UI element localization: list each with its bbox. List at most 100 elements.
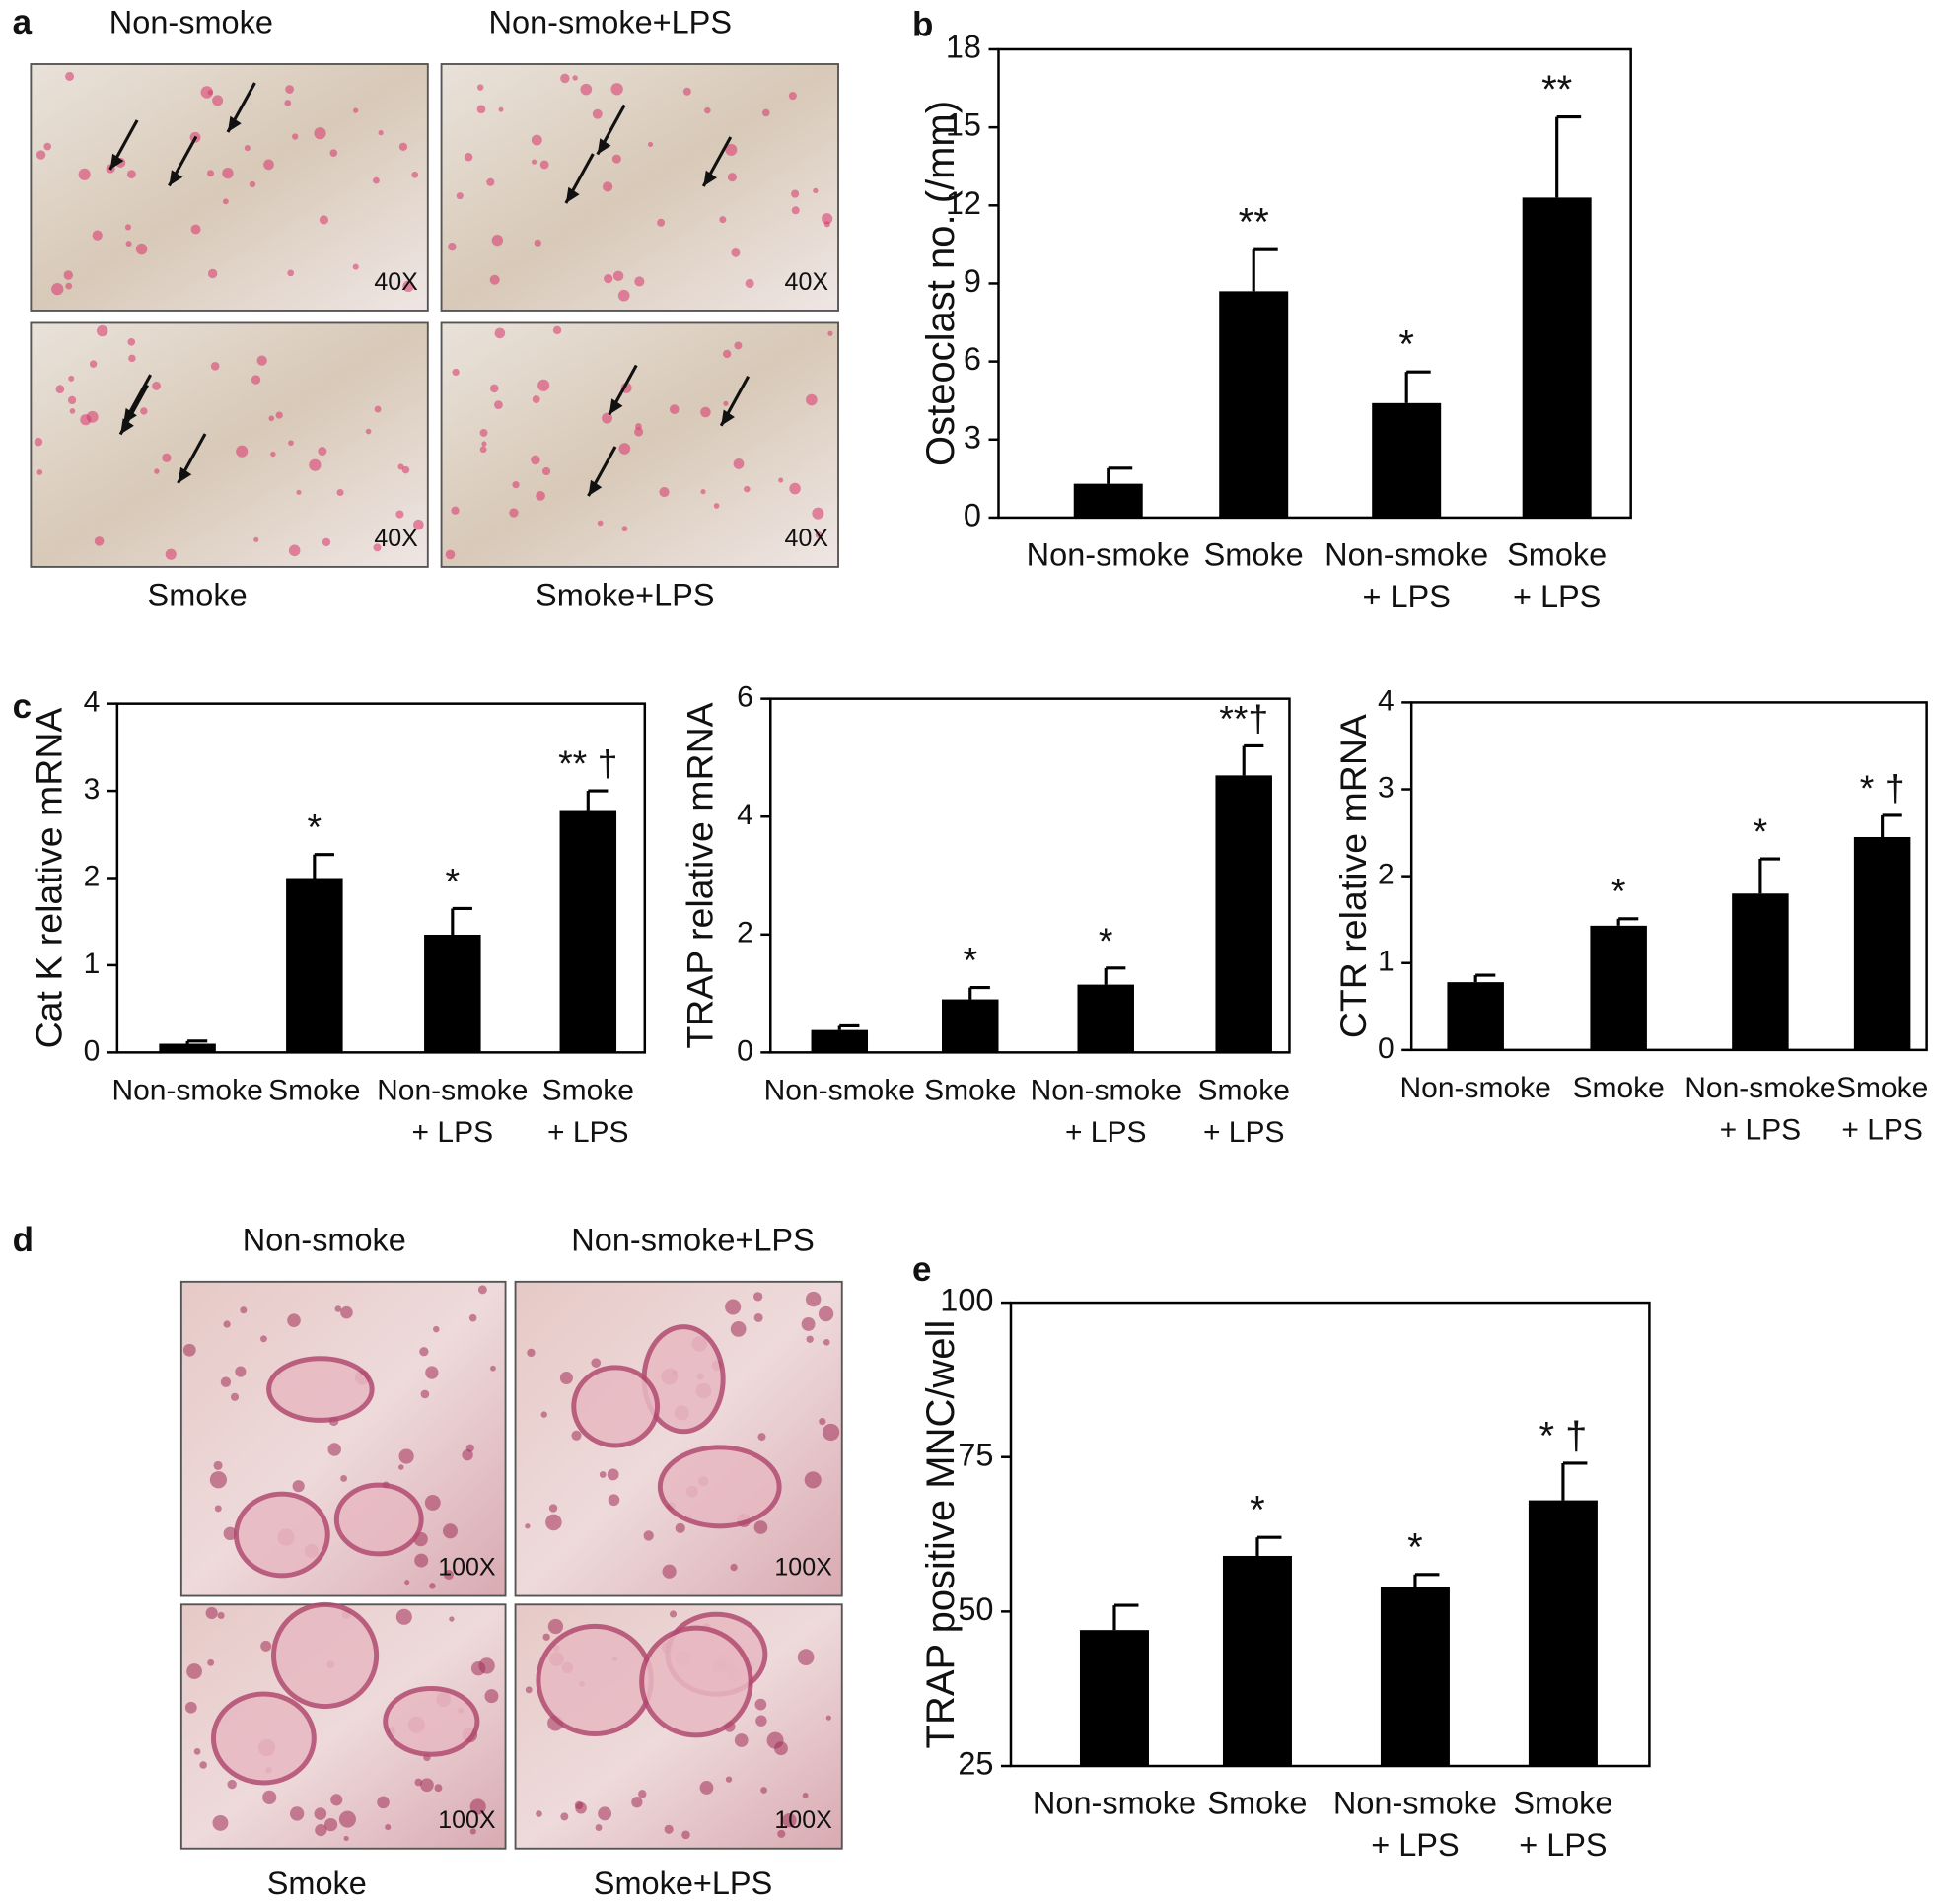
x-tick-label: + LPS	[1065, 1116, 1147, 1149]
stain-spot	[469, 1798, 486, 1815]
stain-spot	[186, 1663, 202, 1679]
stain-spot	[647, 141, 654, 148]
stain-spot	[612, 270, 624, 282]
y-tick-label: 1	[84, 948, 101, 980]
magnification: 40X	[785, 268, 829, 296]
stain-spot	[352, 263, 359, 270]
stain-spot	[36, 469, 43, 475]
stain-spot	[275, 411, 283, 419]
stain-spot	[43, 142, 52, 151]
osteoclast	[266, 1356, 375, 1423]
stain-spot	[152, 381, 162, 390]
x-tick-label: + LPS	[1841, 1113, 1923, 1146]
stain-spot	[213, 1460, 223, 1470]
stain-spot	[734, 341, 743, 350]
significance: **	[1239, 201, 1269, 245]
stain-spot	[260, 1640, 272, 1652]
x-tick-label: Smoke	[1836, 1072, 1928, 1104]
stain-spot	[397, 463, 404, 470]
osteoclast	[271, 1601, 380, 1710]
bar	[1853, 836, 1911, 1050]
stain-spot	[411, 171, 419, 178]
y-axis-label: TRAP relative mRNA	[679, 702, 720, 1048]
bar	[811, 1029, 869, 1053]
stain-spot	[309, 458, 322, 471]
x-tick-label: Non-smoke	[111, 1074, 262, 1106]
stain-spot	[599, 1471, 607, 1478]
arrow-head	[565, 186, 580, 203]
stain-spot	[733, 458, 745, 469]
bar	[159, 1043, 216, 1053]
stain-spot	[65, 71, 75, 81]
y-tick-label: 12	[946, 185, 981, 221]
stain-spot	[314, 1807, 327, 1820]
stain-spot	[464, 152, 473, 162]
stain-spot	[262, 1790, 277, 1804]
stain-spot	[489, 274, 500, 285]
stain-spot	[63, 270, 74, 280]
x-tick-label: Non-smoke	[1324, 537, 1488, 573]
stain-spot	[263, 159, 274, 171]
y-tick-label: 18	[946, 30, 981, 65]
stain-spot	[722, 349, 732, 359]
stain-spot	[723, 400, 729, 406]
stain-spot	[235, 1366, 247, 1377]
stain-spot	[662, 1564, 677, 1579]
stain-spot	[725, 1299, 742, 1315]
stain-spot	[812, 507, 824, 520]
stain-spot	[223, 1320, 231, 1328]
x-tick-label: + LPS	[1371, 1827, 1459, 1863]
stain-spot	[552, 325, 562, 335]
stain-spot	[420, 1778, 434, 1793]
arrow-head	[721, 409, 735, 426]
micrograph	[440, 63, 839, 312]
stain-spot	[789, 482, 801, 495]
stain-spot	[288, 544, 301, 557]
stain-spot	[675, 1522, 685, 1533]
stain-spot	[531, 134, 542, 146]
stain-spot	[822, 213, 833, 225]
stain-spot	[36, 150, 46, 160]
y-axis-label: CTR relative mRNA	[1332, 714, 1374, 1038]
stain-spot	[318, 447, 327, 457]
stain-spot	[713, 503, 720, 509]
stain-spot	[268, 415, 275, 422]
x-tick-label: Smoke	[1507, 537, 1607, 573]
stain-spot	[240, 1306, 248, 1314]
stain-spot	[580, 83, 593, 96]
stain-spot	[445, 549, 456, 560]
stain-spot	[65, 282, 73, 290]
significance: * †	[1860, 767, 1905, 809]
magnification: 40X	[374, 268, 418, 296]
stain-spot	[490, 1365, 496, 1372]
y-axis-label: Osteoclast no. (/mm)	[919, 101, 963, 466]
stain-spot	[753, 1520, 768, 1534]
stain-spot	[449, 1616, 455, 1622]
y-tick-label: 3	[964, 419, 981, 455]
stain-spot	[617, 289, 630, 302]
bar	[559, 810, 617, 1053]
stain-spot	[162, 453, 172, 462]
bar	[1222, 1555, 1292, 1767]
y-tick-label: 2	[737, 917, 753, 950]
arrow-head	[120, 418, 134, 435]
bar	[1079, 1630, 1149, 1767]
stain-spot	[127, 337, 136, 346]
stain-spot	[424, 1494, 441, 1511]
stain-spot	[236, 445, 249, 458]
stain-spot	[682, 87, 691, 96]
significance: **	[1541, 68, 1572, 111]
stain-spot	[209, 1471, 228, 1489]
stain-spot	[251, 375, 261, 385]
stain-spot	[329, 149, 338, 157]
stain-spot	[479, 429, 488, 437]
stain-spot	[725, 143, 738, 156]
stain-spot	[296, 489, 302, 495]
stain-spot	[404, 1580, 410, 1586]
stain-spot	[442, 1523, 458, 1539]
stain-spot	[468, 1313, 477, 1322]
stain-spot	[451, 506, 460, 515]
stain-spot	[398, 142, 408, 151]
